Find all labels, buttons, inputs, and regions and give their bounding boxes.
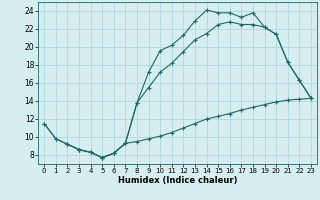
X-axis label: Humidex (Indice chaleur): Humidex (Indice chaleur) [118,176,237,185]
